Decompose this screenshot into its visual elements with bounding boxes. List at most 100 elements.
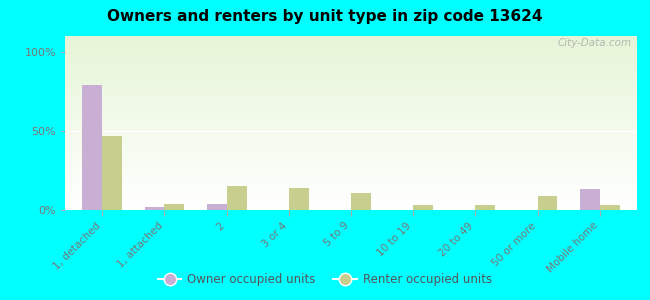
Bar [65,194,637,196]
Bar [65,142,637,144]
Bar [164,204,185,210]
Bar [65,160,637,161]
Bar [65,144,637,146]
Bar [65,203,637,205]
Bar [65,38,637,40]
Bar [65,153,637,154]
Bar [65,93,637,95]
Bar [65,140,637,142]
Bar [65,111,637,112]
Bar [65,201,637,203]
Bar [65,137,637,139]
Bar [65,53,637,55]
Bar [65,83,637,85]
Bar [65,58,637,60]
Bar [65,73,637,74]
Bar [65,52,637,53]
Bar [65,119,637,121]
Bar [65,40,637,41]
Bar [65,146,637,147]
Bar [65,67,637,69]
Bar [65,121,637,123]
Bar [65,135,637,137]
Bar [65,90,637,92]
Bar [351,193,371,210]
Bar [65,127,637,128]
Bar [65,154,637,156]
Bar [65,151,637,153]
Bar [65,50,637,52]
Bar [65,132,637,134]
Bar [65,62,637,64]
Bar [65,123,637,125]
Text: Owners and renters by unit type in zip code 13624: Owners and renters by unit type in zip c… [107,9,543,24]
Bar [65,104,637,106]
Bar [65,175,637,177]
Bar [65,177,637,179]
Bar [144,207,164,210]
Text: City-Data.com: City-Data.com [557,38,631,48]
Bar [65,85,637,86]
Bar [65,163,637,165]
Bar [65,45,637,46]
Bar [65,173,637,175]
Bar [65,198,637,200]
Bar [65,161,637,163]
Bar [65,125,637,127]
Bar [65,78,637,80]
Bar [65,76,637,78]
Bar [65,139,637,140]
Bar [227,186,246,210]
Bar [65,182,637,184]
Bar [289,188,309,210]
Bar [65,88,637,90]
Bar [65,46,637,48]
Bar [65,118,637,119]
Bar [65,147,637,149]
Bar [65,81,637,83]
Bar [65,69,637,71]
Bar [102,136,122,210]
Bar [65,156,637,158]
Legend: Owner occupied units, Renter occupied units: Owner occupied units, Renter occupied un… [153,269,497,291]
Bar [65,107,637,109]
Bar [65,200,637,201]
Bar [65,92,637,93]
Bar [65,66,637,67]
Bar [65,188,637,189]
Bar [65,184,637,186]
Bar [475,205,495,210]
Bar [65,158,637,160]
Bar [65,191,637,193]
Bar [65,95,637,97]
Bar [65,180,637,182]
Bar [65,71,637,73]
Bar [65,55,637,57]
Bar [65,179,637,180]
Bar [83,85,102,210]
Bar [65,64,637,66]
Bar [65,74,637,76]
Bar [65,208,637,210]
Bar [65,41,637,43]
Bar [65,206,637,208]
Bar [65,189,637,191]
Bar [413,205,433,210]
Bar [538,196,558,210]
Bar [65,116,637,118]
Bar [600,205,619,210]
Bar [65,193,637,194]
Bar [65,109,637,111]
Bar [65,100,637,102]
Bar [65,86,637,88]
Bar [65,102,637,104]
Bar [65,128,637,130]
Bar [65,165,637,167]
Bar [65,205,637,206]
Bar [65,99,637,100]
Bar [65,114,637,116]
Bar [65,168,637,170]
Bar [65,134,637,135]
Bar [65,186,637,188]
Bar [65,97,637,99]
